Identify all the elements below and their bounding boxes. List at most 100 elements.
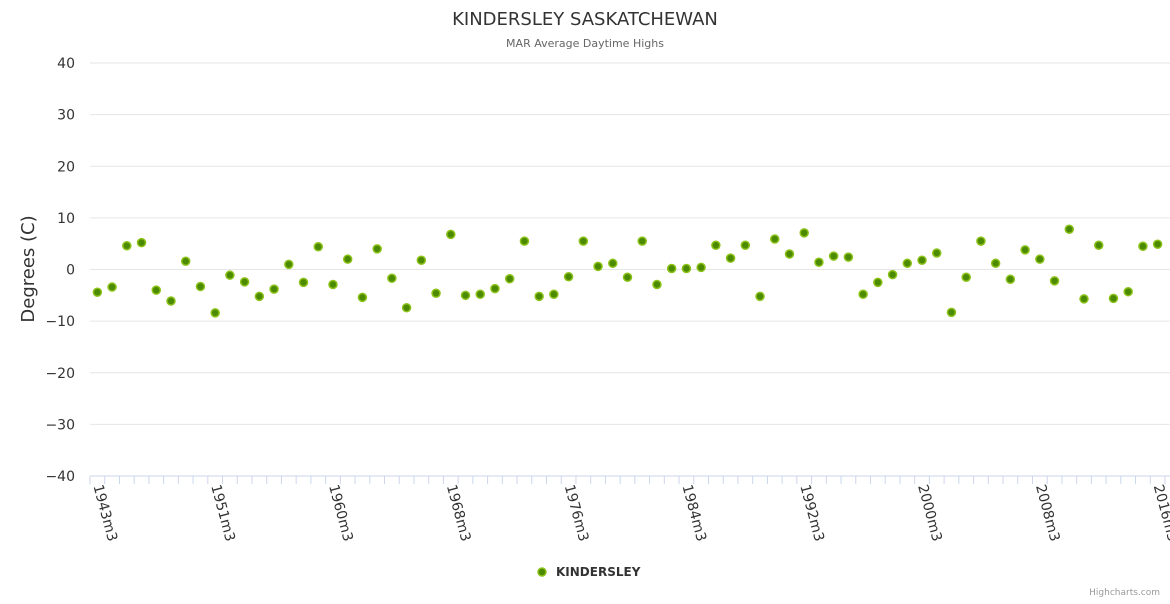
y-tick-label: 40 (57, 56, 75, 72)
data-point[interactable] (784, 249, 795, 259)
data-point[interactable] (1079, 294, 1089, 304)
data-point[interactable] (858, 289, 868, 300)
data-point[interactable] (490, 283, 500, 294)
x-tick-label: 1968m3 (443, 483, 474, 543)
data-point[interactable] (622, 272, 633, 282)
data-point[interactable] (931, 248, 942, 258)
y-tick-label: −40 (45, 469, 75, 485)
data-point[interactable] (298, 277, 309, 288)
data-point[interactable] (122, 241, 132, 251)
data-point[interactable] (519, 236, 530, 246)
data-point[interactable] (1123, 286, 1133, 297)
data-point[interactable] (976, 236, 986, 246)
data-point[interactable] (740, 240, 751, 250)
y-tick-label: 30 (57, 108, 75, 124)
x-tick-label: 1943m3 (89, 483, 120, 543)
data-point[interactable] (637, 236, 647, 246)
data-point[interactable] (755, 291, 765, 302)
x-tick-label: 2016m3 (1150, 483, 1170, 543)
data-point[interactable] (696, 262, 706, 273)
data-point[interactable] (504, 274, 515, 284)
data-point[interactable] (166, 296, 176, 306)
data-point[interactable] (254, 291, 265, 302)
data-point[interactable] (180, 256, 191, 266)
data-point[interactable] (151, 285, 162, 295)
data-point[interactable] (563, 271, 574, 282)
data-point[interactable] (225, 270, 235, 280)
data-point[interactable] (401, 302, 412, 313)
data-point[interactable] (946, 307, 957, 318)
data-point[interactable] (1138, 241, 1148, 252)
data-point[interactable] (843, 252, 854, 262)
data-point[interactable] (917, 255, 927, 265)
data-point[interactable] (446, 229, 456, 240)
data-point[interactable] (799, 228, 809, 238)
data-point[interactable] (460, 290, 471, 301)
data-point[interactable] (549, 289, 559, 300)
data-point[interactable] (1152, 239, 1163, 249)
data-point[interactable] (416, 255, 427, 265)
data-point[interactable] (195, 281, 206, 292)
y-axis-title: Degrees (C) (18, 215, 39, 322)
data-point[interactable] (578, 236, 589, 246)
data-point[interactable] (681, 263, 692, 274)
data-point[interactable] (887, 269, 898, 280)
data-point[interactable] (961, 272, 971, 282)
data-point[interactable] (136, 237, 147, 248)
x-tick-label: 1951m3 (207, 483, 238, 543)
y-tick-label: 10 (57, 211, 75, 227)
data-point[interactable] (357, 292, 368, 303)
data-point[interactable] (828, 251, 839, 261)
x-tick-label: 2000m3 (914, 483, 945, 543)
data-point[interactable] (372, 244, 382, 254)
x-tick-label: 2008m3 (1032, 483, 1063, 543)
x-tick-label: 1984m3 (679, 483, 710, 543)
data-point[interactable] (814, 257, 824, 268)
data-point[interactable] (239, 277, 250, 287)
y-tick-label: 0 (66, 263, 75, 279)
data-point[interactable] (711, 240, 721, 250)
data-point[interactable] (1020, 245, 1030, 255)
data-point[interactable] (107, 282, 117, 292)
y-tick-label: −30 (45, 417, 75, 433)
data-point[interactable] (342, 254, 353, 264)
data-point[interactable] (1035, 254, 1045, 264)
data-point[interactable] (328, 279, 338, 290)
credits[interactable]: Highcharts.com (1089, 588, 1160, 598)
data-point[interactable] (1093, 240, 1104, 250)
data-point[interactable] (608, 258, 618, 269)
data-point[interactable] (313, 242, 324, 252)
data-point[interactable] (475, 289, 485, 300)
data-point[interactable] (1108, 293, 1119, 304)
data-point[interactable] (210, 308, 220, 318)
data-point[interactable] (431, 288, 441, 298)
chart-subtitle: MAR Average Daytime Highs (506, 37, 664, 50)
legend-item-kindersley[interactable]: KINDERSLEY (556, 565, 641, 579)
data-point[interactable] (902, 258, 913, 269)
y-tick-label: 20 (57, 159, 75, 175)
data-point[interactable] (770, 234, 780, 244)
x-tick-label: 1976m3 (561, 483, 592, 543)
legend-marker (537, 567, 547, 577)
data-point[interactable] (534, 291, 544, 302)
x-tick-label: 1992m3 (796, 483, 827, 543)
data-point[interactable] (387, 273, 397, 284)
data-point[interactable] (652, 279, 662, 290)
data-point[interactable] (1049, 276, 1060, 286)
chart-title: KINDERSLEY SASKATCHEWAN (452, 9, 718, 30)
data-point[interactable] (725, 253, 736, 263)
data-point[interactable] (92, 287, 103, 297)
data-point[interactable] (990, 258, 1001, 269)
data-point[interactable] (873, 277, 883, 288)
data-point[interactable] (269, 284, 279, 294)
data-point[interactable] (1005, 274, 1016, 285)
data-point[interactable] (284, 259, 294, 270)
data-point[interactable] (1064, 224, 1075, 234)
y-tick-label: −10 (45, 314, 75, 330)
y-tick-label: −20 (45, 366, 75, 382)
x-tick-label: 1960m3 (325, 483, 356, 543)
data-point[interactable] (593, 261, 603, 272)
data-point[interactable] (666, 263, 677, 274)
legend[interactable]: KINDERSLEY (537, 565, 641, 579)
